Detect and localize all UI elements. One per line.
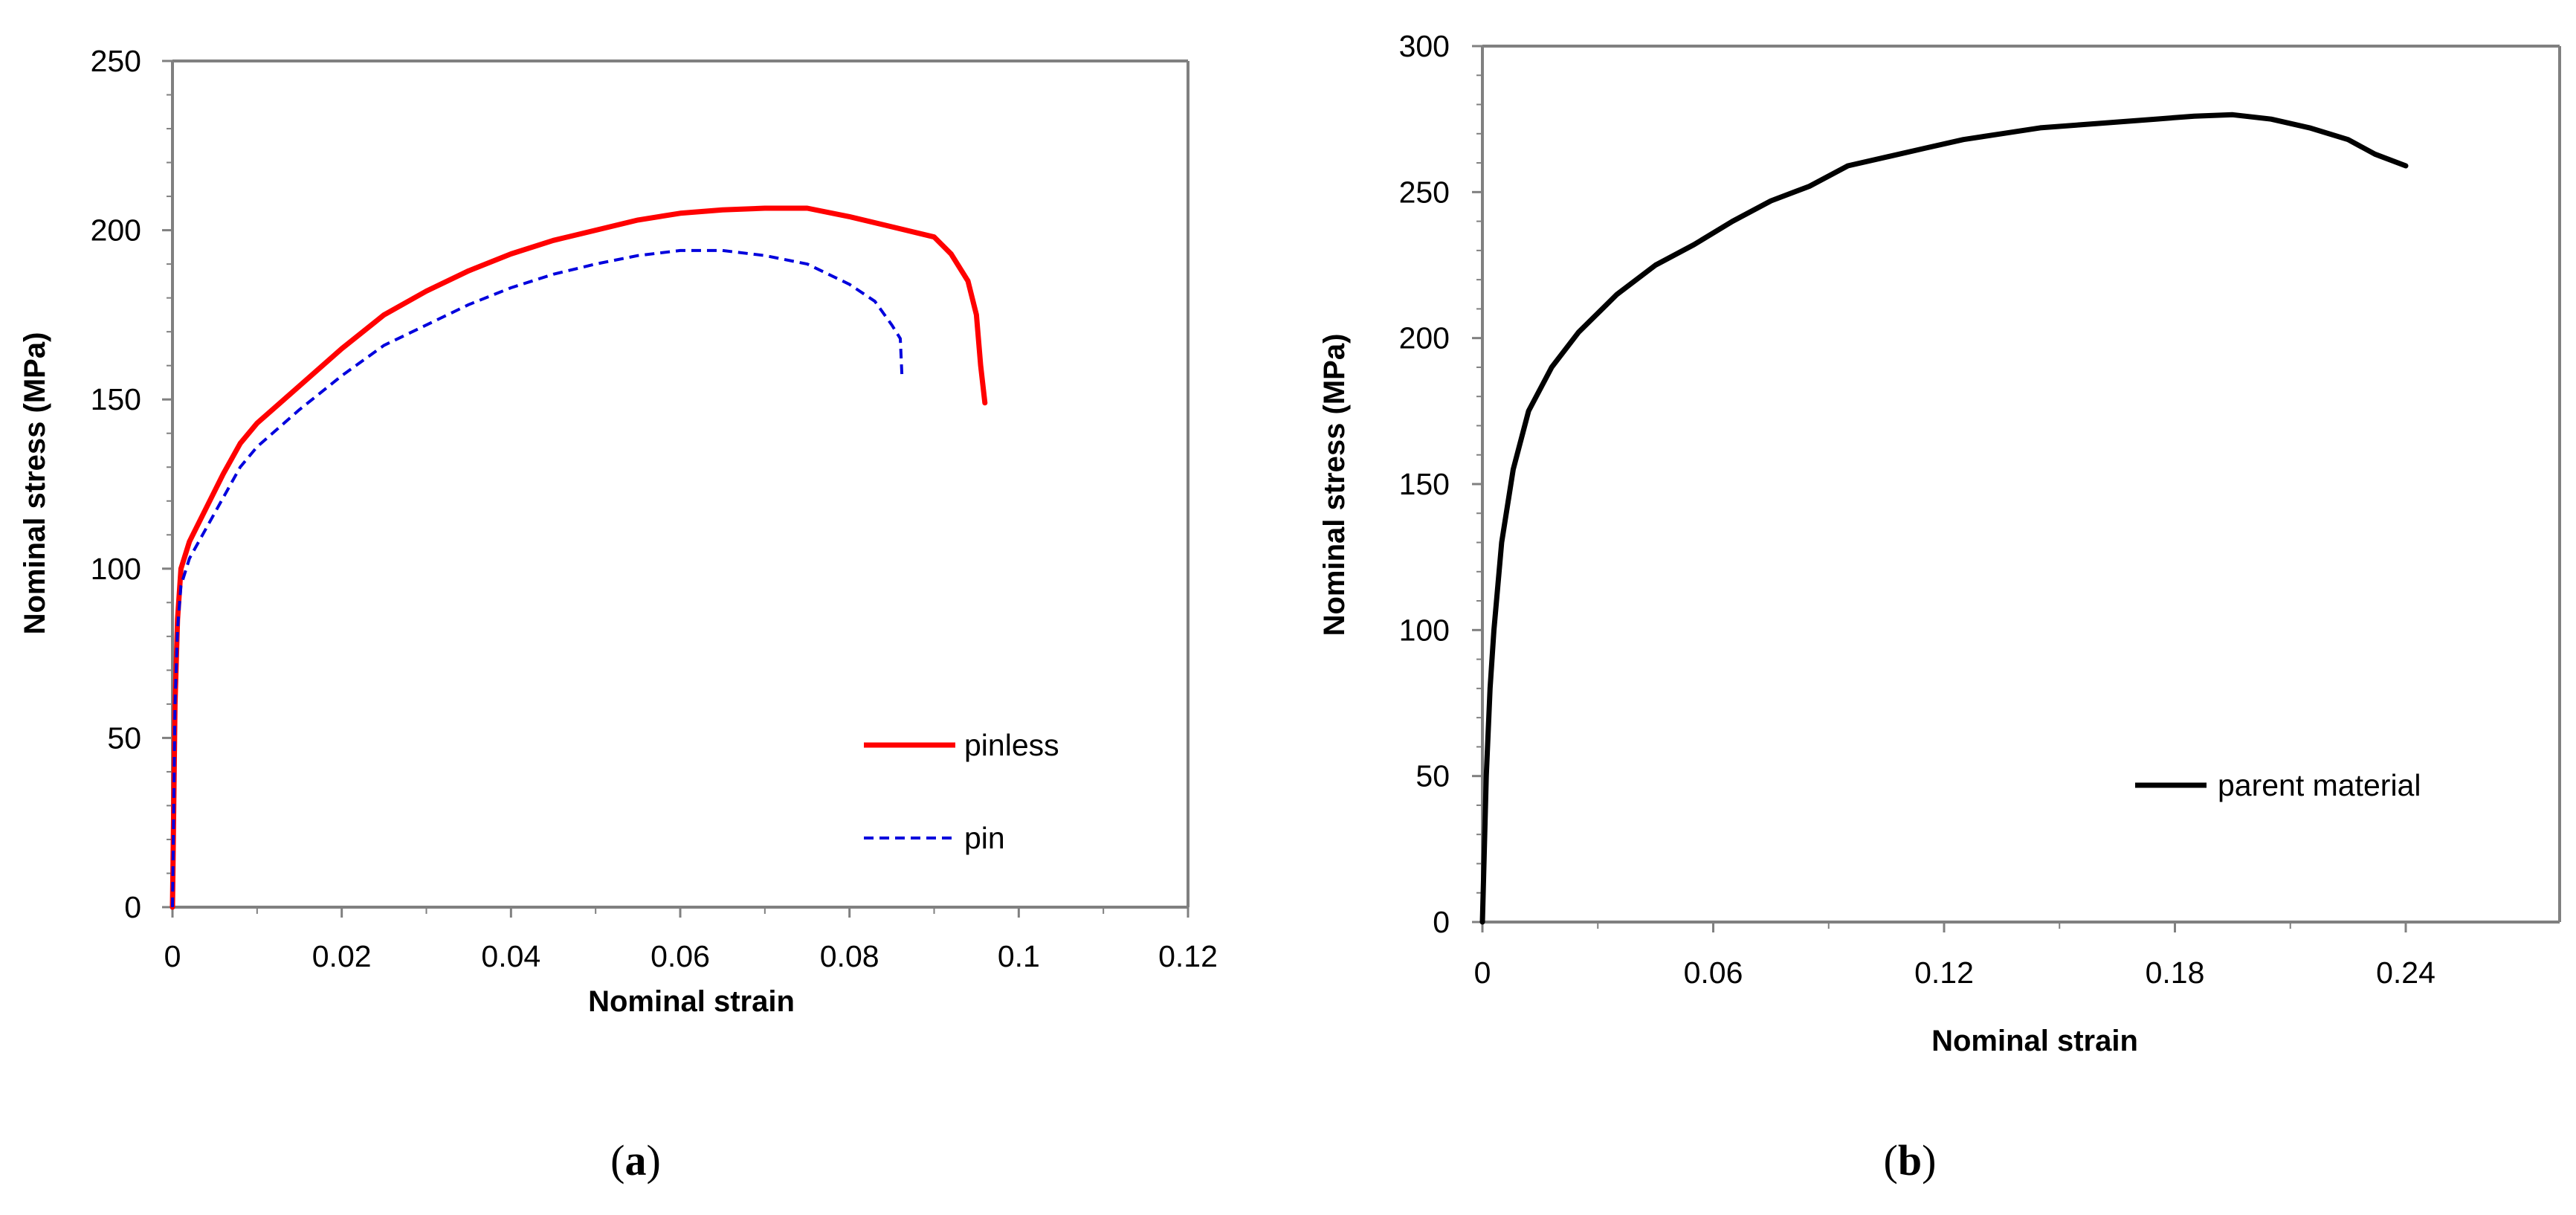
y-tick-label-b: 200 — [1399, 321, 1450, 355]
x-tick-label-a: 0.1 — [998, 939, 1040, 973]
caption-a-letter: a — [625, 1136, 647, 1185]
series-line-pin — [171, 248, 904, 908]
y-axis-title-b: Nominal stress (MPa) — [1318, 334, 1351, 636]
caption-a: (a) — [610, 1136, 661, 1185]
x-tick-label-b: 0.24 — [2376, 955, 2435, 990]
x-axis-title-a: Nominal strain — [588, 985, 795, 1018]
y-tick-label-a: 100 — [91, 552, 141, 586]
x-tick-label-a: 0.08 — [820, 939, 879, 973]
y-tick-label-a: 200 — [91, 213, 141, 248]
caption-a-close: ) — [647, 1136, 661, 1185]
series-line-pinless — [170, 205, 988, 910]
caption-b-letter: b — [1898, 1136, 1922, 1185]
x-tick-label-a: 0.04 — [481, 939, 540, 973]
y-tick-label-b: 300 — [1399, 29, 1450, 63]
y-tick-label-a: 0 — [124, 890, 141, 924]
y-tick-label-b: 150 — [1399, 467, 1450, 501]
x-tick-label-a: 0.06 — [651, 939, 710, 973]
x-tick-label-b: 0.12 — [1914, 955, 1974, 990]
legend-label-pinless: pinless — [964, 728, 1059, 762]
y-tick-label-a: 50 — [107, 721, 141, 755]
y-tick-label-b: 100 — [1399, 613, 1450, 647]
series-line-parent-material — [1479, 112, 2409, 925]
x-tick-label-a: 0.02 — [312, 939, 372, 973]
legend-label-pin: pin — [964, 821, 1005, 855]
caption-b-open: ( — [1884, 1136, 1898, 1185]
y-tick-label-a: 250 — [91, 44, 141, 78]
x-tick-label-a: 0 — [164, 939, 181, 973]
x-tick-label-b: 0.06 — [1684, 955, 1743, 990]
x-tick-label-b: 0.18 — [2146, 955, 2205, 990]
y-tick-label-a: 150 — [91, 382, 141, 416]
caption-a-open: ( — [610, 1136, 624, 1185]
x-tick-label-a: 0.12 — [1158, 939, 1218, 973]
x-tick-label-b: 0 — [1474, 955, 1491, 990]
x-axis-title-b: Nominal strain — [1931, 1025, 2138, 1057]
panel-b: 0 0.06 0.12 0.18 0.24 0 50 100 150 200 250 300 Nomin… — [1318, 29, 2561, 1057]
y-tick-label-b: 250 — [1399, 175, 1450, 209]
y-tick-label-b: 50 — [1415, 759, 1450, 793]
panel-a: 0 0.02 0.04 0.06 0.08 0.1 0.12 0 50 100 150 200 250 N… — [19, 44, 1218, 1018]
caption-b-close: ) — [1922, 1136, 1936, 1185]
caption-b: (b) — [1884, 1136, 1937, 1185]
y-axis-title-a: Nominal stress (MPa) — [19, 332, 51, 635]
legend-label-parent-material: parent material — [2218, 768, 2421, 802]
y-tick-label-b: 0 — [1433, 905, 1450, 939]
